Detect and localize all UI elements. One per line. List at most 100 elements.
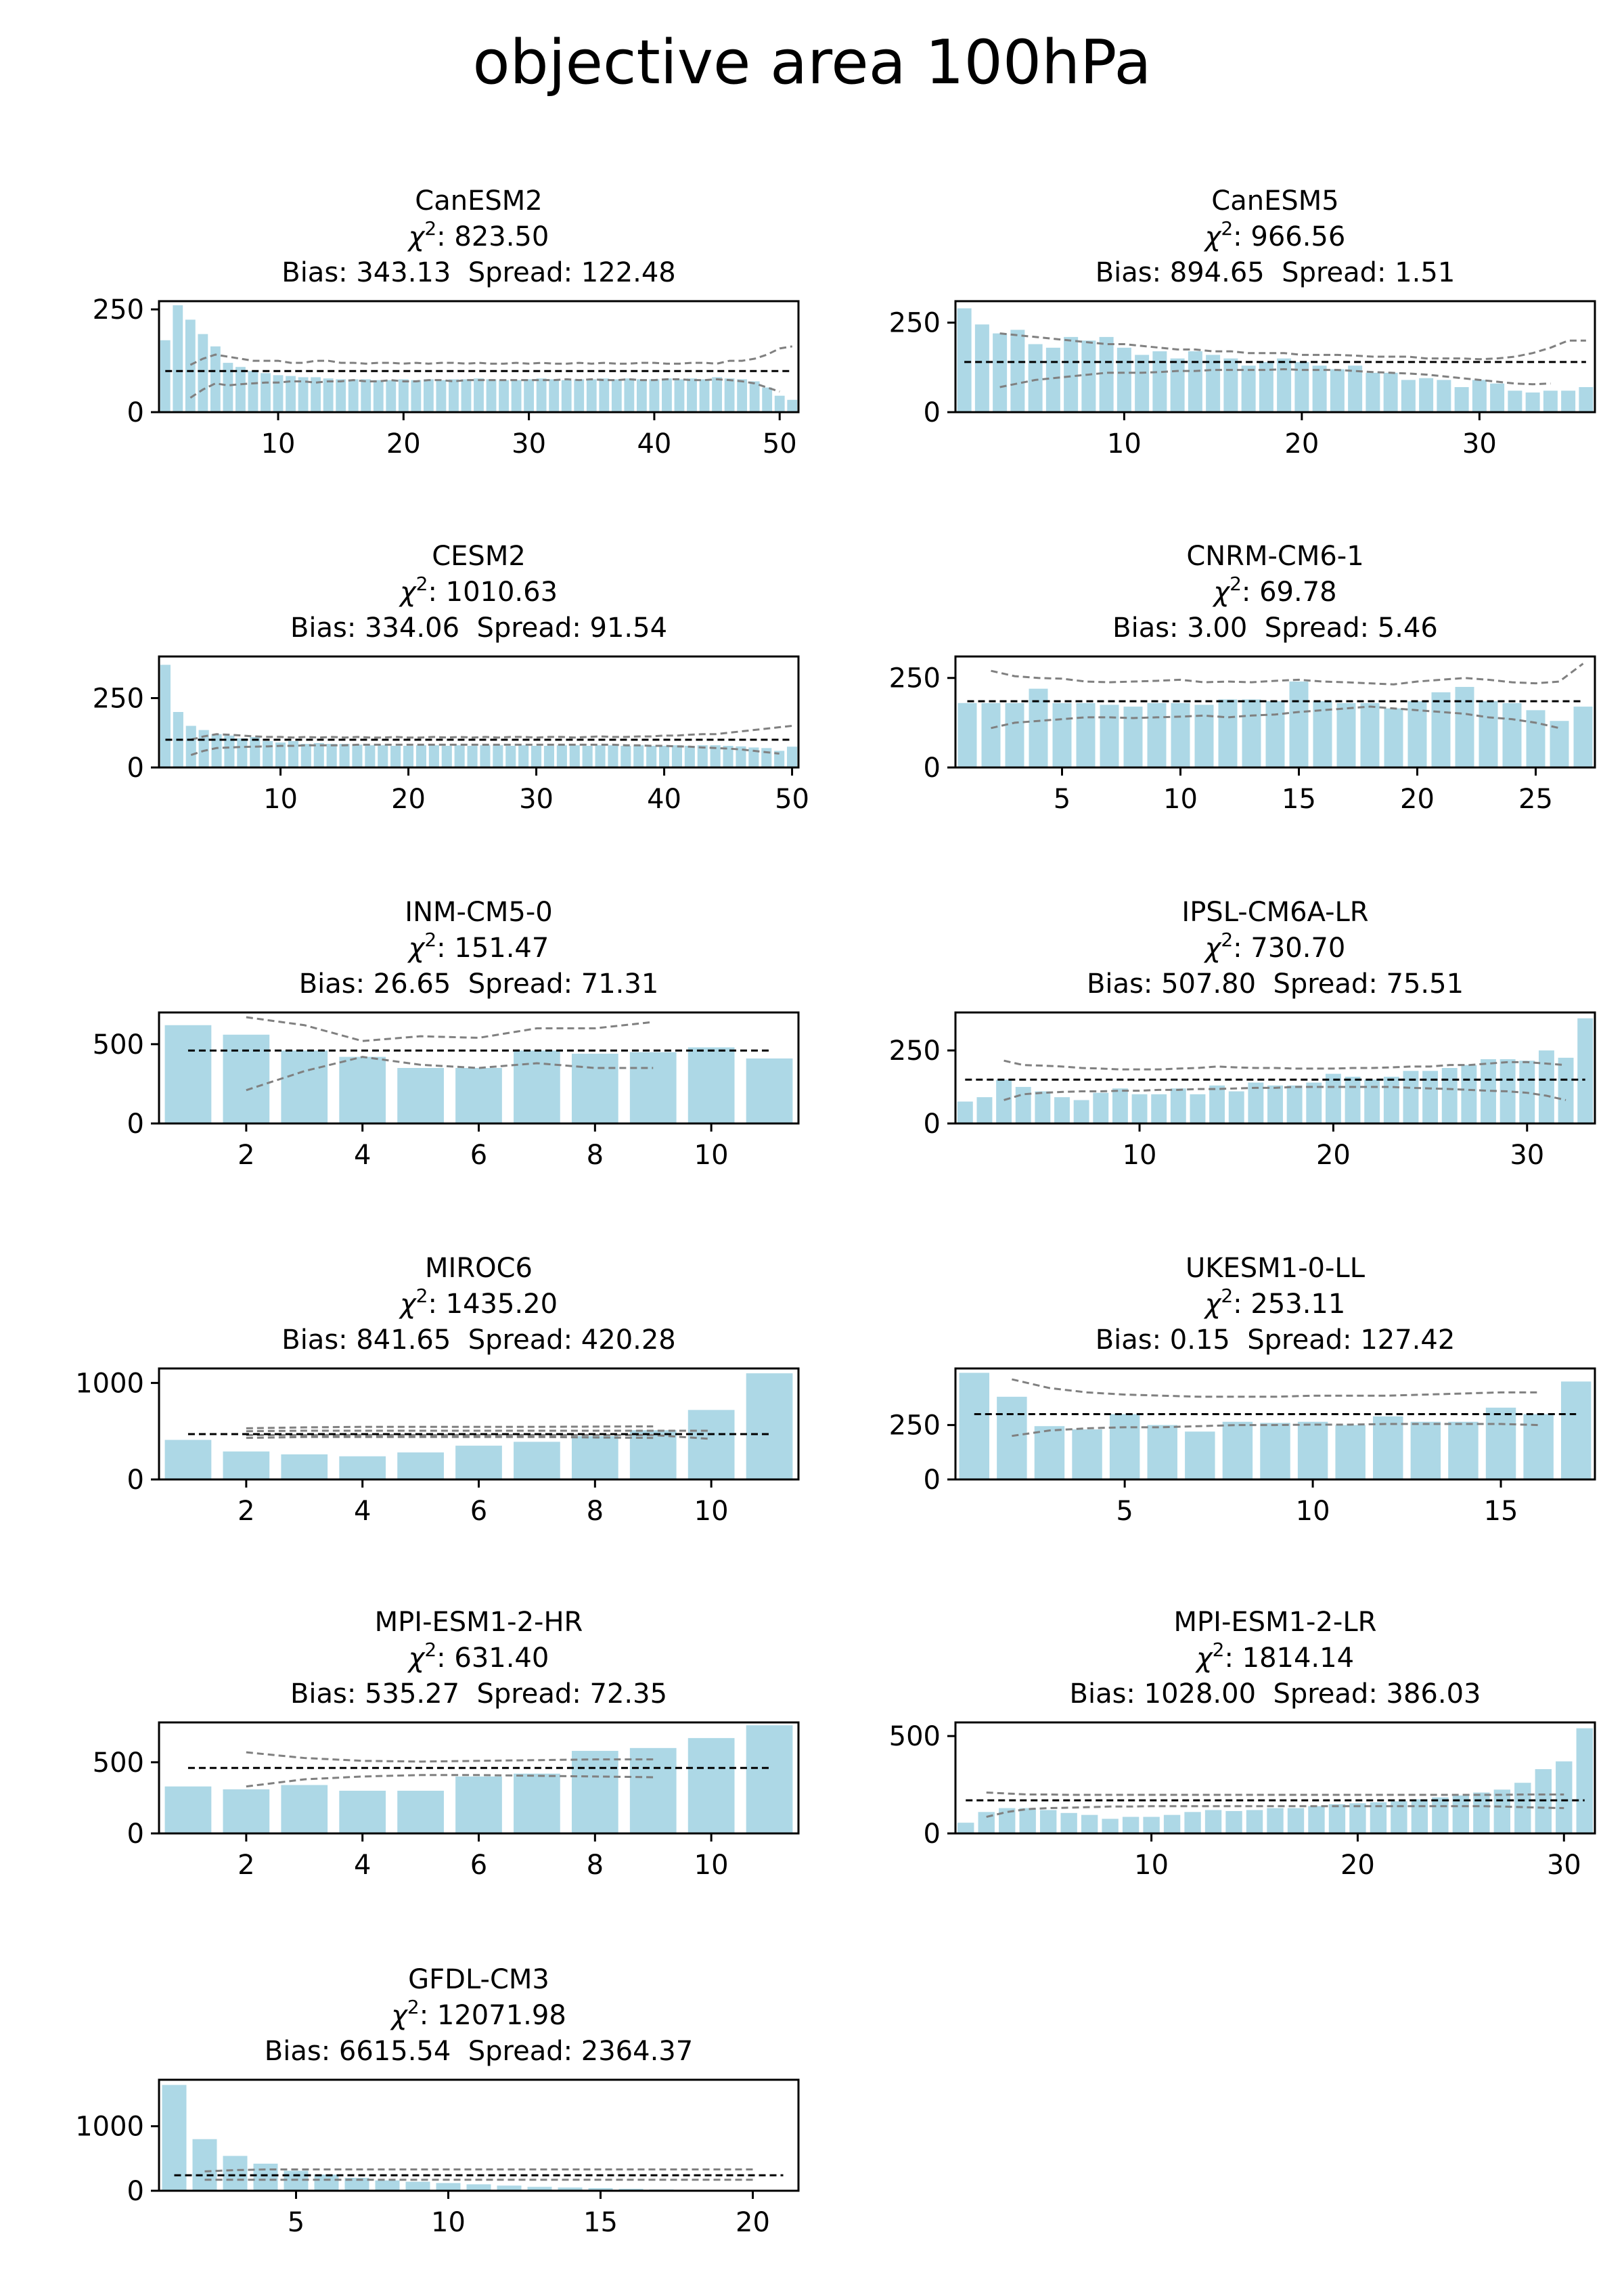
bar: [1241, 365, 1256, 412]
bar: [1152, 351, 1167, 412]
bar: [428, 745, 439, 767]
bar: [1147, 703, 1167, 767]
y-tick-label: 250: [889, 1410, 941, 1442]
bar: [286, 376, 296, 412]
subplot-title: MPI-ESM1-2-HR: [375, 1607, 583, 1638]
bar: [974, 324, 989, 412]
x-tick-label: 20: [1316, 1140, 1351, 1171]
bar: [710, 745, 721, 767]
bar: [1502, 703, 1522, 767]
bar: [505, 746, 516, 767]
bar: [737, 379, 748, 412]
y-tick-label: 1000: [75, 2112, 144, 2143]
bar: [569, 745, 580, 767]
bar: [1277, 358, 1292, 412]
bar: [336, 379, 346, 412]
x-tick-label: 30: [1547, 1850, 1581, 1881]
bias-spread-label: Bias: 894.65 Spread: 1.51: [1096, 257, 1456, 288]
bar: [687, 378, 697, 412]
subplot-title: GFDL-CM3: [408, 1964, 549, 1995]
upper-band-line: [246, 1016, 654, 1042]
bar: [1525, 392, 1540, 412]
chi2-label: χ2: 966.56: [1204, 217, 1346, 253]
x-tick-label: 50: [763, 428, 797, 460]
bar: [1100, 705, 1119, 767]
bar: [1039, 1810, 1057, 1833]
bar: [687, 1738, 735, 1833]
lower-band-line: [1003, 1086, 1566, 1101]
bias-spread-label: Bias: 841.65 Spread: 420.28: [281, 1324, 676, 1356]
subplot-title: INM-CM5-0: [405, 897, 552, 928]
chi2-label: χ2: 823.50: [407, 217, 549, 253]
bar: [1561, 391, 1576, 412]
bias-spread-label: Bias: 3.00 Spread: 5.46: [1112, 612, 1438, 644]
chi2-label: χ2: 12071.98: [390, 1996, 566, 2032]
x-tick-label: 5: [288, 2207, 304, 2238]
bar: [1184, 1812, 1201, 1833]
upper-band-line: [999, 332, 1586, 361]
bar: [697, 745, 708, 767]
x-tick-label: 30: [519, 784, 554, 815]
plot-frame: [158, 2078, 800, 2192]
chi2-label: χ2: 631.40: [407, 1638, 549, 1674]
bar: [275, 742, 286, 767]
subplot-cnrm-cm6-1: CNRM-CM6-1χ2: 69.78 Bias: 3.00 Spread: 5.…: [889, 541, 1596, 815]
plot-frame: [954, 1011, 1596, 1125]
x-tick-label: 15: [1282, 784, 1316, 815]
bar: [281, 1050, 328, 1123]
upper-band-line: [1003, 1059, 1566, 1071]
bar: [160, 340, 171, 412]
bar: [461, 379, 472, 412]
bar: [724, 378, 735, 412]
bar: [1384, 708, 1403, 767]
bar: [582, 746, 593, 767]
bar: [405, 2181, 430, 2191]
bar: [1579, 386, 1594, 412]
bar: [1081, 340, 1096, 412]
bar: [1005, 703, 1024, 767]
bar: [1265, 701, 1285, 767]
bar: [224, 735, 235, 767]
x-tick-label: 20: [736, 2207, 770, 2238]
bar: [1479, 701, 1498, 767]
bar: [1116, 347, 1131, 412]
bar: [352, 744, 363, 767]
bar: [629, 1052, 677, 1123]
bar: [160, 665, 171, 767]
bar: [1422, 1071, 1439, 1123]
bar: [1297, 1421, 1328, 1479]
bar: [1135, 355, 1150, 412]
x-tick-label: 8: [587, 1496, 604, 1527]
y-tick-label: 0: [924, 1465, 941, 1496]
bar: [1348, 365, 1363, 412]
bar: [658, 746, 670, 767]
bar: [250, 736, 261, 767]
bar: [959, 1373, 990, 1479]
bar: [608, 745, 618, 767]
bar: [390, 746, 401, 767]
lower-band-line: [999, 368, 1551, 388]
bar: [636, 379, 647, 412]
bar: [543, 746, 555, 767]
bar: [993, 333, 1008, 412]
x-tick-label: 10: [261, 428, 296, 460]
bar: [298, 377, 309, 412]
bar: [1109, 1414, 1140, 1479]
bar: [1452, 1795, 1470, 1833]
chi2-label: χ2: 151.47: [407, 929, 549, 964]
bar: [223, 1451, 270, 1479]
bar: [300, 744, 311, 767]
bar: [237, 738, 248, 767]
bias-spread-label: Bias: 1028.00 Spread: 386.03: [1070, 1678, 1481, 1710]
bar: [723, 746, 734, 767]
bar: [1206, 355, 1221, 412]
bar: [674, 379, 685, 412]
lower-band-line: [991, 705, 1560, 730]
bar: [1431, 692, 1451, 767]
bar: [1209, 1085, 1225, 1123]
page-title: objective area 100hPa: [472, 27, 1152, 98]
bar: [1437, 380, 1451, 412]
bar: [1170, 358, 1185, 412]
subplot-title: MPI-ESM1-2-LR: [1174, 1607, 1377, 1638]
bar: [365, 745, 376, 767]
